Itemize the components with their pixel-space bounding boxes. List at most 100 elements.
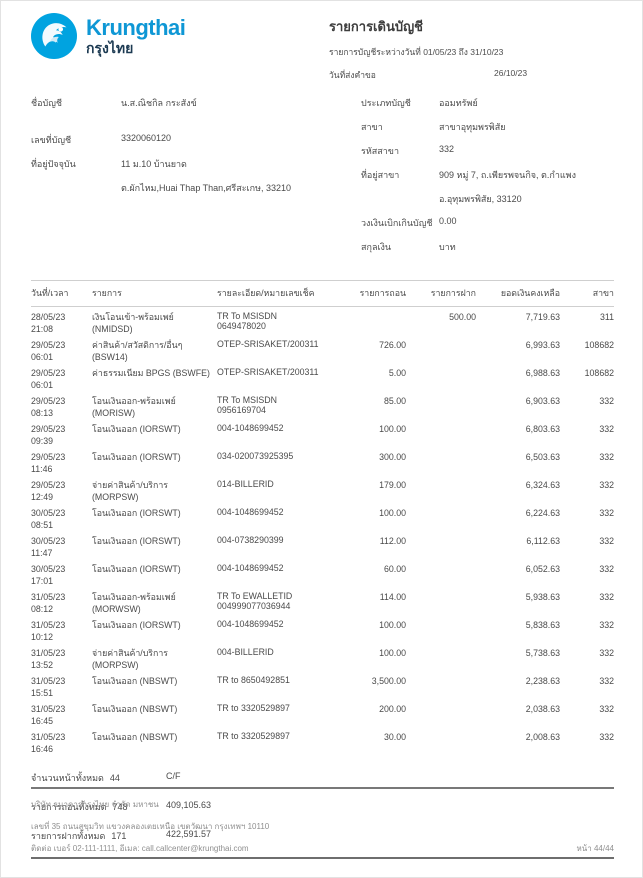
- txn-balance: 6,988.63: [525, 368, 560, 378]
- txn-description: โอนเงินออก-พร้อมเพย์ (MORWSW): [92, 592, 176, 614]
- statement-footer: บริษัท ธนาคารกรุงไทย จำกัด มหาชน เลขที่ …: [31, 787, 614, 859]
- col-header-deposit: รายการฝาก: [430, 288, 476, 298]
- account-name-label: ชื่อบัญชี: [31, 98, 63, 108]
- txn-detail: 004-1048699452: [217, 619, 284, 629]
- account-info-left: ชื่อบัญชี น.ส.ณิชกิล กระสังข์ เลขที่บัญช…: [31, 96, 361, 264]
- branch-code-label: รหัสสาขา: [361, 146, 400, 156]
- account-type-label: ประเภทบัญชี: [361, 98, 411, 108]
- txn-date: 30/05/23: [31, 564, 66, 574]
- txn-balance: 5,738.63: [525, 648, 560, 658]
- txn-time: 09:39: [31, 436, 54, 446]
- account-type-row: ประเภทบัญชี ออมทรัพย์: [361, 96, 614, 110]
- overdraft-row: วงเงินเบิกเกินบัญชี 0.00: [361, 216, 614, 230]
- txn-description-cell: โอนเงินออก (IORSWT): [92, 619, 213, 643]
- txn-deposit: [410, 703, 476, 727]
- branch-address-value: 909 หมู่ 7, ถ.เพียรพจนกิจ, ต.กำแพง อ.อุท…: [439, 168, 576, 206]
- brand-name-thai: กรุงไทย: [86, 40, 134, 56]
- page-title: รายการเดินบัญชี: [329, 19, 423, 34]
- txn-withdrawal: 60.00: [383, 564, 406, 574]
- txn-description: โอนเงินออก (IORSWT): [92, 564, 181, 574]
- current-address-row: ที่อยู่ปัจจุบัน 11 ม.10 บ้านยาด ต.ผักไหม…: [31, 157, 361, 195]
- txn-balance: 6,112.63: [526, 536, 560, 546]
- currency-value: บาท: [439, 242, 456, 252]
- summary-withdrawals-left: รายการถอนทั้งหมด 748: [31, 800, 166, 814]
- summary-pages-left: จำนวนหน้าทั้งหมด 44: [31, 771, 166, 785]
- table-row: 31/05/23 10:12 โอนเงินออก (IORSWT) 004-1…: [31, 615, 614, 643]
- txn-description-code: (NMIDSD): [92, 324, 133, 334]
- txn-time: 15:51: [31, 688, 54, 698]
- txn-date: 31/05/23: [31, 648, 66, 658]
- statement-header: Krungthai กรุงไทย รายการเดินบัญชี รายการ…: [31, 13, 614, 82]
- account-number-value: 3320060120: [121, 133, 172, 143]
- txn-time: 10:12: [31, 632, 54, 642]
- table-row: 29/05/23 09:39 โอนเงินออก (IORSWT) 004-1…: [31, 419, 614, 447]
- txn-description: โอนเงินออก-พร้อมเพย์ (MORISW): [92, 396, 176, 418]
- txn-balance: 6,052.63: [525, 564, 560, 574]
- table-row: 29/05/23 08:13 โอนเงินออก-พร้อมเพย์ (MOR…: [31, 391, 614, 419]
- summary-pages-label: จำนวนหน้าทั้งหมด: [31, 773, 104, 783]
- account-number-label: เลขที่บัญชี: [31, 135, 72, 145]
- txn-branch: 332: [599, 480, 614, 490]
- brand-name-english: Krungthai: [86, 15, 186, 40]
- txn-description: ค่าสินค้า/สวัสดิการ/อื่นๆ: [92, 340, 183, 350]
- txn-withdrawal: 85.00: [383, 396, 406, 406]
- txn-description: โอนเงินออก (IORSWT): [92, 452, 181, 462]
- txn-detail: 004-1048699452: [217, 423, 284, 433]
- txn-balance: 6,224.63: [525, 508, 560, 518]
- txn-withdrawal: 30.00: [383, 732, 406, 742]
- txn-detail: TR To EWALLETID 004999077036944: [217, 591, 293, 611]
- txn-deposit: [410, 647, 476, 671]
- table-row: 31/05/23 16:46 โอนเงินออก (NBSWT) TR to …: [31, 727, 614, 755]
- txn-withdrawal: 114.00: [379, 592, 406, 602]
- summary-deposits-total: 422,591.57: [166, 829, 212, 839]
- txn-time: 16:45: [31, 716, 54, 726]
- branch-value: สาขาอุทุมพรพิสัย: [439, 122, 506, 132]
- txn-date: 31/05/23: [31, 732, 66, 742]
- account-name-value: น.ส.ณิชกิล กระสังข์: [121, 98, 197, 108]
- txn-withdrawal: 100.00: [379, 508, 406, 518]
- txn-detail: OTEP-SRISAKET/200311: [217, 339, 319, 349]
- txn-description-cell: โอนเงินออก (NBSWT): [92, 675, 213, 699]
- txn-balance: 2,038.63: [525, 704, 560, 714]
- table-row: 29/05/23 06:01 ค่าสินค้า/สวัสดิการ/อื่นๆ…: [31, 335, 614, 363]
- txn-description-cell: โอนเงินออก-พร้อมเพย์ (MORISW): [92, 395, 213, 419]
- summary-deposits-row: รายการฝากทั้งหมด 171 422,591.57: [31, 829, 614, 843]
- table-row: 31/05/23 15:51 โอนเงินออก (NBSWT) TR to …: [31, 671, 614, 699]
- txn-description: โอนเงินออก (NBSWT): [92, 676, 178, 686]
- footer-company: บริษัท ธนาคารกรุงไทย จำกัด มหาชน: [31, 800, 159, 809]
- txn-deposit: [410, 563, 476, 587]
- footer-top-rule: [31, 787, 614, 789]
- txn-balance: 5,938.63: [525, 592, 560, 602]
- txn-time: 12:49: [31, 492, 54, 502]
- txn-date: 29/05/23: [31, 340, 66, 350]
- txn-description-cell: โอนเงินออก (IORSWT): [92, 507, 213, 531]
- table-row: 29/05/23 06:01 ค่าธรรมเนียม BPGS (BSWFE)…: [31, 363, 614, 391]
- txn-datetime-cell: 30/05/23 11:47: [31, 535, 88, 559]
- table-row: 30/05/23 08:51 โอนเงินออก (IORSWT) 004-1…: [31, 503, 614, 531]
- table-row: 29/05/23 12:49 จ่ายค่าสินค้า/บริการ (MOR…: [31, 475, 614, 503]
- txn-withdrawal: 100.00: [379, 424, 406, 434]
- txn-description-cell: ค่าสินค้า/สวัสดิการ/อื่นๆ (BSW14): [92, 339, 213, 363]
- txn-detail: TR To MSISDN 0956169704: [217, 395, 277, 415]
- summary-cf-label: C/F: [166, 771, 181, 781]
- txn-branch: 108682: [584, 340, 614, 350]
- txn-balance: 6,803.63: [525, 424, 560, 434]
- table-row: 31/05/23 16:45 โอนเงินออก (NBSWT) TR to …: [31, 699, 614, 727]
- txn-branch: 332: [599, 564, 614, 574]
- col-header-withdrawal: รายการถอน: [359, 288, 406, 298]
- txn-branch: 332: [599, 452, 614, 462]
- txn-datetime-cell: 29/05/23 08:13: [31, 395, 88, 419]
- txn-description-cell: ค่าธรรมเนียม BPGS (BSWFE): [92, 367, 213, 391]
- statement-title-block: รายการเดินบัญชี รายการบัญชีระหว่างวันที่…: [329, 13, 614, 82]
- branch-address-label: ที่อยู่สาขา: [361, 170, 400, 180]
- current-address-line2: ต.ผักไหม,Huai Thap Than,ศรีสะเกษ, 33210: [121, 183, 292, 193]
- txn-deposit: [410, 731, 476, 755]
- branch-row: สาขา สาขาอุทุมพรพิสัย: [361, 120, 614, 134]
- txn-description-cell: โอนเงินออก (IORSWT): [92, 563, 213, 587]
- txn-description-cell: เงินโอนเข้า-พร้อมเพย์ (NMIDSD): [92, 311, 213, 335]
- txn-description-cell: โอนเงินออก (NBSWT): [92, 703, 213, 727]
- txn-description-cell: โอนเงินออก-พร้อมเพย์ (MORWSW): [92, 591, 213, 615]
- txn-balance: 6,503.63: [525, 452, 560, 462]
- txn-time: 13:52: [31, 660, 54, 670]
- txn-withdrawal: [328, 311, 406, 335]
